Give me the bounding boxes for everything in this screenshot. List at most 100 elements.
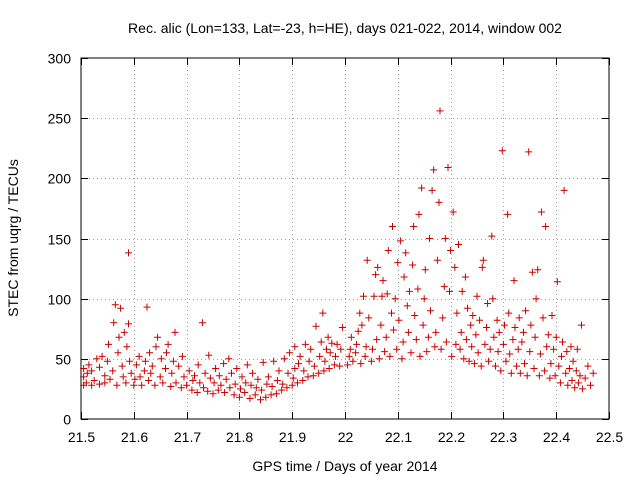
- data-point: [423, 348, 431, 356]
- x-tick-labels: 21.5 21.6 21.7 21.8 21.9 22 22.1 22.2 22.3 22.4 22…: [68, 429, 623, 445]
- data-point: [235, 393, 243, 401]
- data-point: [320, 367, 328, 375]
- data-point: [316, 352, 324, 360]
- data-point: [151, 381, 159, 389]
- data-point: [101, 372, 109, 380]
- data-point: [268, 383, 276, 390]
- data-point: [152, 343, 160, 351]
- data-point: [175, 362, 183, 370]
- data-point: [296, 352, 304, 360]
- data-point: [526, 348, 534, 356]
- data-point: [103, 357, 111, 365]
- data-point: [122, 379, 130, 387]
- y-tick-labels: 0 50 100 150 200 250 300: [48, 51, 72, 428]
- data-point: [345, 352, 353, 360]
- data-point: [369, 345, 376, 353]
- data-point: [333, 340, 341, 348]
- data-point: [514, 345, 522, 353]
- data-point: [200, 384, 207, 392]
- data-point: [220, 360, 228, 368]
- y-tick-label: 250: [48, 111, 72, 127]
- data-point: [556, 379, 564, 387]
- data-point: [83, 369, 91, 377]
- data-point: [562, 369, 570, 377]
- data-point: [106, 375, 114, 383]
- data-point: [569, 357, 577, 365]
- data-point: [145, 377, 153, 384]
- data-point: [312, 322, 320, 330]
- data-point: [221, 389, 229, 396]
- data-point: [507, 369, 515, 377]
- data-point: [336, 362, 344, 370]
- data-point: [476, 316, 484, 324]
- data-point: [451, 263, 459, 271]
- data-point: [458, 287, 466, 295]
- data-point: [394, 259, 402, 267]
- data-point: [490, 333, 498, 341]
- data-point: [465, 357, 473, 365]
- data-point: [358, 321, 366, 329]
- data-point: [389, 223, 396, 230]
- data-point: [346, 345, 354, 353]
- data-point: [377, 321, 385, 329]
- data-point: [315, 369, 323, 377]
- data-point: [435, 198, 443, 206]
- data-point: [515, 314, 523, 322]
- data-point: [455, 241, 462, 248]
- data-point: [568, 377, 576, 384]
- data-point: [535, 372, 543, 380]
- data-point: [307, 345, 315, 353]
- data-point: [510, 277, 518, 285]
- data-point: [118, 362, 126, 370]
- data-point: [141, 357, 149, 365]
- data-point: [542, 223, 550, 230]
- data-point: [93, 355, 101, 363]
- data-point: [154, 333, 162, 341]
- data-point: [242, 379, 250, 387]
- data-point: [539, 314, 547, 322]
- data-point: [301, 340, 309, 348]
- data-point: [548, 312, 556, 319]
- data-point: [447, 247, 455, 254]
- data-point: [267, 391, 275, 399]
- data-point: [481, 340, 489, 348]
- data-point: [362, 343, 370, 351]
- data-point: [449, 208, 457, 216]
- data-point: [254, 375, 262, 383]
- data-point: [167, 383, 175, 390]
- data-point: [246, 395, 254, 402]
- data-point: [421, 266, 429, 274]
- data-point: [113, 381, 121, 389]
- data-point: [324, 333, 332, 341]
- data-point: [80, 365, 88, 372]
- data-point: [479, 256, 487, 264]
- data-point: [536, 350, 544, 358]
- data-point: [148, 362, 156, 370]
- data-point: [96, 380, 103, 388]
- y-tick-label: 50: [55, 352, 71, 368]
- data-point: [363, 256, 371, 264]
- data-point: [272, 390, 280, 398]
- data-point: [228, 369, 235, 377]
- data-point: [361, 352, 369, 360]
- data-point: [189, 377, 197, 384]
- data-points: [80, 107, 597, 404]
- data-point: [532, 295, 540, 303]
- data-point: [386, 352, 394, 360]
- data-point: [513, 362, 521, 370]
- data-point: [534, 266, 542, 274]
- data-point: [567, 343, 575, 351]
- data-point: [247, 381, 255, 389]
- data-point: [198, 319, 206, 327]
- data-point: [273, 377, 281, 384]
- data-point: [407, 349, 415, 357]
- data-point: [396, 237, 404, 245]
- data-point: [127, 369, 135, 377]
- data-point: [506, 350, 514, 358]
- y-tick-label: 0: [63, 412, 71, 428]
- data-point: [439, 314, 447, 322]
- data-point: [156, 373, 164, 381]
- data-point: [375, 355, 383, 363]
